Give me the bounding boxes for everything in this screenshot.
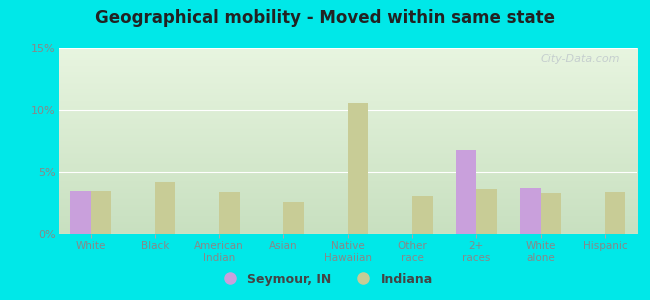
Text: Geographical mobility - Moved within same state: Geographical mobility - Moved within sam…	[95, 9, 555, 27]
Bar	[155, 182, 176, 234]
Text: City-Data.com: City-Data.com	[540, 54, 619, 64]
Bar	[90, 190, 111, 234]
Bar	[219, 192, 240, 234]
Bar	[283, 202, 304, 234]
Bar	[456, 150, 476, 234]
Bar	[541, 193, 561, 234]
Legend: Seymour, IN, Indiana: Seymour, IN, Indiana	[213, 268, 437, 291]
Bar	[476, 189, 497, 234]
Bar	[520, 188, 541, 234]
Bar	[605, 192, 625, 234]
Bar	[70, 190, 90, 234]
Bar	[412, 196, 433, 234]
Bar	[348, 103, 369, 234]
